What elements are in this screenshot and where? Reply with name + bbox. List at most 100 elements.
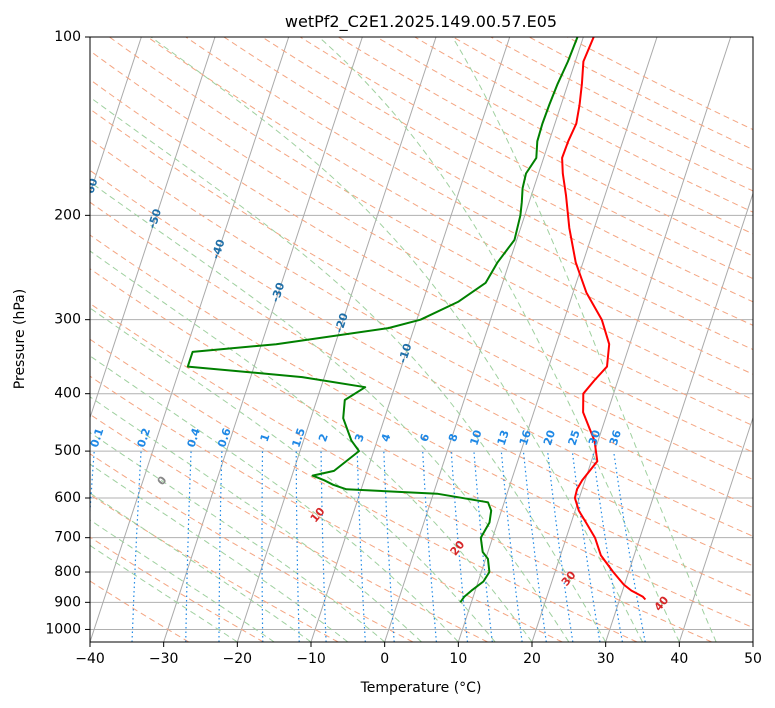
isotherm-line xyxy=(163,37,363,642)
mixing-ratio-line xyxy=(422,451,437,642)
dry-adiabat-line xyxy=(109,37,753,401)
isotherm-label: -40 xyxy=(209,237,228,260)
line-labels: -100-90-80-70-60-50-40-30-20-100.10.20.4… xyxy=(18,146,672,613)
isotherm-label: -60 xyxy=(82,176,101,199)
mixing-ratio-label: 25 xyxy=(566,428,583,447)
y-tick-label: 400 xyxy=(54,386,81,402)
dry-adiabat-line xyxy=(223,37,753,326)
mixing-ratio-label: 0.2 xyxy=(135,426,153,449)
x-tick-label: −40 xyxy=(75,651,105,667)
dry-adiabat-line xyxy=(90,108,753,481)
y-tick-label: 1000 xyxy=(45,621,81,637)
y-tick-label: 600 xyxy=(54,490,81,506)
mixing-ratio-line xyxy=(185,451,192,642)
moist-adiabat-line xyxy=(90,307,496,642)
isotherm-line xyxy=(605,191,753,642)
isotherm-line xyxy=(90,37,216,420)
isotherm-line xyxy=(678,416,753,642)
dry-adiabat-line xyxy=(90,536,264,642)
mixing-ratio-line xyxy=(500,451,523,642)
plot-frame xyxy=(89,36,754,643)
isotherm-label: -20 xyxy=(332,311,351,334)
x-tick-label: 0 xyxy=(380,651,389,667)
mixing-ratio-line xyxy=(218,451,223,642)
isotherm-line xyxy=(531,37,732,642)
mixing-ratio-line xyxy=(261,451,264,642)
dry-adiabat-line xyxy=(90,201,753,567)
dry-adiabat-line xyxy=(261,37,753,303)
moist-adiabat-line xyxy=(90,463,349,642)
isotherm-label: -30 xyxy=(269,280,288,303)
dry-adiabat-line xyxy=(452,37,753,192)
moist-adiabat-line xyxy=(90,519,275,642)
y-tick-label: 100 xyxy=(54,29,81,45)
isotherm-line xyxy=(90,37,142,195)
dry-adiabat-line xyxy=(414,37,753,213)
isotherm-line xyxy=(236,37,437,642)
dry-adiabat-line xyxy=(528,37,753,151)
mixing-ratio-label: 30 xyxy=(586,428,603,447)
x-tick-label: 50 xyxy=(744,651,762,667)
temperature-profile xyxy=(561,37,647,601)
mixing-ratio-line xyxy=(571,451,601,642)
isotherm-label: -10 xyxy=(396,342,415,365)
plot-area xyxy=(0,37,753,642)
isotherm-line xyxy=(752,640,753,642)
dry-adiabat-line xyxy=(376,37,753,235)
mixing-ratio-line xyxy=(450,451,469,642)
mixing-ratio-label: 8 xyxy=(446,432,461,443)
dry-adiabat-line xyxy=(147,37,753,375)
mixing-ratio-label: 4 xyxy=(379,432,394,444)
mixing-ratio-label: 1 xyxy=(258,432,273,443)
y-tick-label: 700 xyxy=(54,530,81,546)
x-tick-label: 10 xyxy=(449,651,467,667)
dry-adiabat-line xyxy=(90,138,753,508)
dry-adiabat-line xyxy=(567,37,753,131)
y-tick-label: 800 xyxy=(54,564,81,580)
moist-adiabat-label: 0 xyxy=(155,474,170,488)
dry-adiabat-line xyxy=(90,375,563,642)
moist-adiabat-line xyxy=(318,37,680,642)
moist-adiabat-line xyxy=(90,250,533,642)
y-tick-label: 900 xyxy=(54,594,81,610)
isotherm-line xyxy=(384,37,584,642)
isotherm-line xyxy=(90,37,290,642)
dry-adiabat-line xyxy=(90,580,190,642)
mixing-ratio-line xyxy=(522,451,547,642)
isotherm-line xyxy=(457,37,658,642)
moist-adiabat-line xyxy=(150,37,643,642)
dry-adiabat-line xyxy=(90,453,414,642)
moist-adiabat-line xyxy=(90,96,607,642)
mixing-ratio-line xyxy=(613,451,646,642)
mixing-ratio-line xyxy=(547,451,574,642)
moist-adiabat-line xyxy=(90,396,422,642)
y-tick-label: 300 xyxy=(54,312,81,328)
moist-adiabat-line xyxy=(90,544,238,642)
x-tick-label: 20 xyxy=(523,651,541,667)
mixing-ratio-label: 6 xyxy=(418,432,433,444)
dry-adiabat-line xyxy=(490,37,753,171)
mixing-ratio-line xyxy=(356,451,366,642)
x-tick-label: 30 xyxy=(597,651,615,667)
x-tick-label: −30 xyxy=(149,651,179,667)
mixing-ratio-line xyxy=(295,451,300,642)
mixing-ratio-label: 1.5 xyxy=(290,426,308,449)
mixing-ratio-label: 3 xyxy=(352,432,367,443)
mixing-ratio-label: 16 xyxy=(517,428,534,447)
isotherm-label: -70 xyxy=(18,146,37,169)
moist-adiabat-label: 20 xyxy=(448,538,468,558)
y-tick-label: 500 xyxy=(54,443,81,459)
mixing-ratio-line xyxy=(383,451,395,642)
mixing-ratio-label: 0.1 xyxy=(88,426,106,449)
dry-adiabat-line xyxy=(90,169,753,537)
isotherm-line xyxy=(0,37,68,642)
dewpoint-profile xyxy=(186,37,579,603)
dry-adiabat-line xyxy=(90,494,339,642)
mixing-ratio-line xyxy=(592,451,623,642)
dry-adiabat-line xyxy=(90,268,753,629)
y-tick-label: 200 xyxy=(54,207,81,223)
moist-adiabat-line xyxy=(90,355,459,642)
moist-adiabat-line xyxy=(90,431,386,642)
x-tick-label: 40 xyxy=(670,651,688,667)
